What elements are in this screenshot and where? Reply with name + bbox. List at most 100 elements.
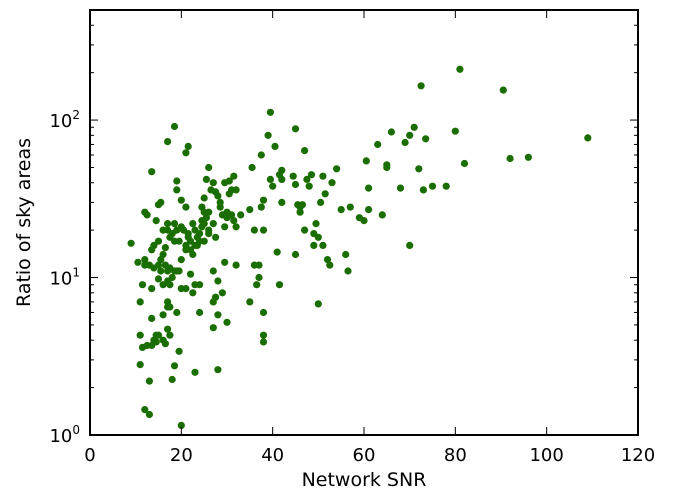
data-point (166, 303, 173, 310)
data-point (137, 298, 144, 305)
data-point (185, 143, 192, 150)
data-point (212, 294, 219, 301)
data-point (196, 309, 203, 316)
data-point (223, 319, 230, 326)
data-point (219, 289, 226, 296)
y-tick-label: 102 (49, 108, 80, 132)
data-point (347, 204, 354, 211)
data-point (379, 211, 386, 218)
data-point (260, 338, 267, 345)
data-point (461, 160, 468, 167)
y-tick-label: 100 (49, 423, 80, 447)
data-point (338, 206, 345, 213)
data-point (260, 332, 267, 339)
data-point (148, 285, 155, 292)
data-point (452, 128, 459, 135)
x-tick-label: 120 (621, 445, 655, 466)
data-point (443, 183, 450, 190)
x-tick-label: 80 (444, 445, 467, 466)
data-point (230, 173, 237, 180)
data-point (260, 197, 267, 204)
data-point (322, 190, 329, 197)
data-point (315, 234, 322, 241)
data-point (319, 173, 326, 180)
data-point (251, 227, 258, 234)
data-point (210, 267, 217, 274)
data-point (134, 259, 141, 266)
data-point (276, 281, 283, 288)
data-point (388, 128, 395, 135)
data-point (317, 199, 324, 206)
data-point (210, 324, 217, 331)
data-point (160, 311, 167, 318)
data-point (429, 183, 436, 190)
data-point (260, 309, 267, 316)
data-point (182, 285, 189, 292)
data-point (411, 124, 418, 131)
data-point (267, 176, 274, 183)
data-point (383, 164, 390, 171)
data-point (162, 340, 169, 347)
data-point (189, 251, 196, 258)
data-point (422, 135, 429, 142)
data-point (153, 217, 160, 224)
data-point (210, 220, 217, 227)
data-point (365, 206, 372, 213)
data-point (171, 220, 178, 227)
data-point (148, 315, 155, 322)
data-point (166, 281, 173, 288)
data-point (310, 242, 317, 249)
x-tick-label: 60 (353, 445, 376, 466)
data-point (205, 164, 212, 171)
data-point (176, 348, 183, 355)
data-point (333, 165, 340, 172)
data-point (205, 230, 212, 237)
data-point (164, 138, 171, 145)
data-point (525, 154, 532, 161)
data-point (271, 143, 278, 150)
data-point (584, 134, 591, 141)
data-point (214, 311, 221, 318)
data-point (178, 197, 185, 204)
data-point (155, 238, 162, 245)
data-point (157, 267, 164, 274)
data-point (265, 132, 272, 139)
data-point (267, 109, 274, 116)
x-axis-label: Network SNR (302, 469, 427, 490)
data-point (278, 176, 285, 183)
data-point (169, 274, 176, 281)
data-point (258, 151, 265, 158)
data-point (415, 165, 422, 172)
data-point (162, 244, 169, 251)
data-point (260, 227, 267, 234)
data-point (299, 201, 306, 208)
data-point (173, 309, 180, 316)
data-point (214, 277, 221, 284)
data-point (139, 281, 146, 288)
data-point (221, 223, 228, 230)
data-point (374, 141, 381, 148)
data-point (201, 238, 208, 245)
data-point (246, 206, 253, 213)
data-point (155, 275, 162, 282)
data-point (233, 223, 240, 230)
data-point (420, 186, 427, 193)
x-tick-label: 40 (261, 445, 284, 466)
data-point (406, 242, 413, 249)
data-point (292, 181, 299, 188)
data-point (301, 147, 308, 154)
data-point (292, 125, 299, 132)
data-point (326, 262, 333, 269)
data-point (176, 238, 183, 245)
data-point (157, 199, 164, 206)
data-point (214, 192, 221, 199)
data-point (312, 220, 319, 227)
data-point (365, 185, 372, 192)
data-point (402, 139, 409, 146)
data-point (146, 411, 153, 418)
data-point (258, 204, 265, 211)
data-point (308, 171, 315, 178)
data-point (328, 179, 335, 186)
data-point (397, 185, 404, 192)
data-point (233, 186, 240, 193)
